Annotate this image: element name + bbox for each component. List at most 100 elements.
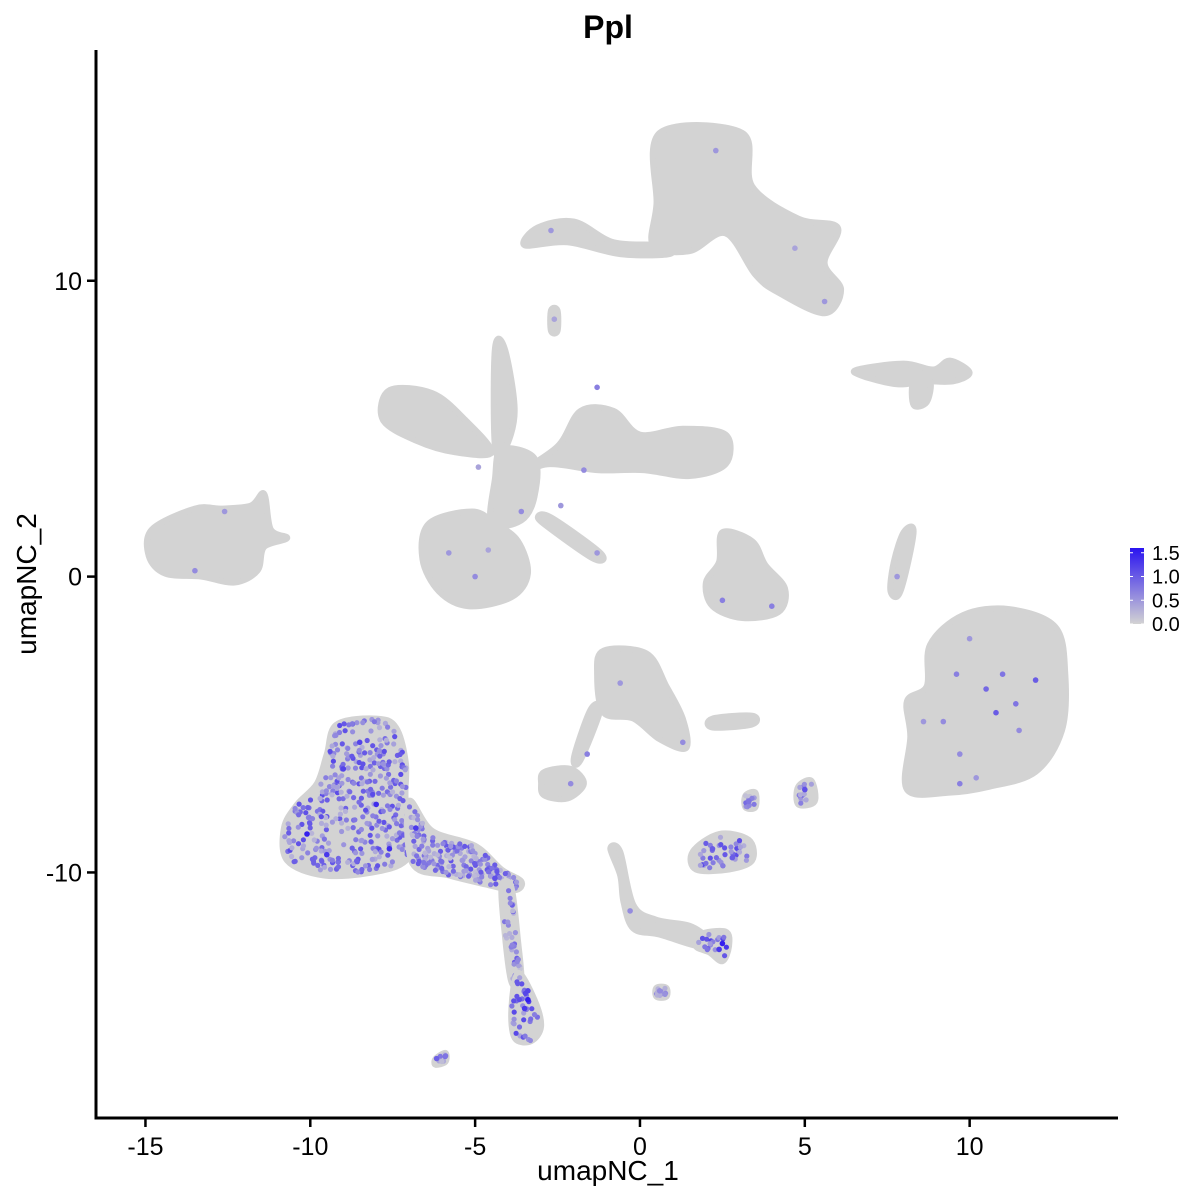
x-axis-title: umapNC_1 — [537, 1155, 679, 1186]
cell-dot — [511, 1016, 517, 1022]
cell-dot — [337, 816, 343, 822]
cell-dot — [338, 789, 344, 795]
cell-dot — [371, 760, 377, 766]
cell-dot — [350, 825, 356, 831]
cell-dot — [411, 838, 417, 844]
cell-dot — [386, 759, 392, 765]
cell-dot — [509, 934, 515, 941]
cell-dot — [722, 852, 728, 858]
cell-dot — [339, 820, 345, 826]
cluster-body — [850, 357, 973, 388]
expressing-cell — [558, 502, 564, 509]
cell-dot — [319, 858, 325, 864]
cluster-right-stick — [887, 523, 917, 601]
cell-dot — [354, 720, 360, 726]
cell-dot — [751, 801, 757, 807]
cell-dot — [391, 741, 397, 747]
cell-dot — [723, 944, 730, 950]
cell-dot — [356, 747, 362, 754]
cluster-center-mid-small — [537, 765, 587, 803]
cell-dot — [521, 1017, 527, 1023]
cell-dot — [415, 817, 421, 823]
cell-dot — [412, 809, 418, 815]
cell-dot — [321, 864, 328, 870]
cell-dot — [339, 828, 345, 835]
cell-dot — [531, 1012, 538, 1018]
cell-dot — [468, 866, 474, 872]
cell-dot — [360, 761, 366, 767]
cell-dot — [420, 836, 426, 842]
cell-dot — [360, 814, 366, 820]
cluster-body — [570, 700, 604, 768]
y-tick-label: -10 — [46, 859, 82, 887]
cell-dot — [299, 855, 305, 861]
cell-dot — [289, 853, 295, 860]
cluster-body — [704, 712, 760, 731]
cell-dot — [511, 1009, 517, 1015]
x-tick-label: 0 — [633, 1133, 647, 1161]
cell-dot — [522, 1033, 528, 1039]
cluster-body — [511, 404, 734, 480]
cell-dot — [343, 817, 349, 823]
cell-dot — [330, 763, 336, 769]
x-tick-label: 5 — [798, 1133, 812, 1161]
cell-dot — [349, 721, 355, 727]
cell-dot — [443, 869, 449, 876]
cell-dot — [736, 838, 743, 844]
cell-dot — [519, 981, 525, 987]
expressing-cell — [446, 550, 452, 556]
cell-dot — [377, 737, 383, 743]
cell-dot — [364, 737, 370, 744]
cluster-center-upper-stalk — [490, 335, 518, 460]
cell-dot — [364, 820, 370, 826]
cell-dot — [334, 784, 341, 790]
cell-dot — [342, 808, 349, 815]
expressing-cell — [548, 227, 554, 234]
cell-dot — [367, 771, 373, 777]
cell-dot — [463, 868, 469, 874]
cell-dot — [716, 935, 722, 941]
cluster-top-right-large — [648, 122, 845, 317]
cell-dot — [353, 741, 359, 747]
cell-dot — [521, 1010, 527, 1016]
cluster-body — [537, 765, 587, 803]
cell-dot — [697, 862, 704, 868]
cell-dot — [801, 781, 808, 787]
expressing-cell — [973, 775, 979, 781]
cell-dot — [335, 855, 341, 861]
cell-dot — [434, 852, 441, 858]
cell-dot — [295, 824, 301, 830]
expressing-cell — [983, 686, 989, 692]
expressing-cell — [356, 739, 363, 746]
cell-dot — [323, 788, 329, 794]
cell-dot — [372, 778, 378, 784]
cell-dot — [703, 840, 709, 847]
cell-dot — [457, 872, 463, 878]
cell-dot — [317, 795, 323, 802]
expressing-cell — [617, 680, 623, 686]
expressing-cell — [324, 851, 330, 858]
cell-dot — [317, 867, 323, 873]
cell-dot — [360, 720, 366, 726]
cell-dot — [376, 748, 383, 754]
cell-dot — [350, 729, 356, 735]
cell-dot — [296, 801, 302, 807]
cluster-center-mid-strip — [704, 712, 760, 731]
cell-dot — [463, 864, 469, 870]
cell-dot — [446, 864, 452, 870]
cell-dot — [488, 882, 494, 888]
cell-dot — [328, 775, 334, 781]
cell-dot — [459, 857, 465, 864]
cluster-body — [490, 335, 518, 460]
cell-dot — [478, 869, 484, 875]
cell-dot — [336, 796, 342, 802]
cell-dot — [496, 874, 503, 881]
expressing-cell — [627, 908, 633, 914]
cell-dot — [400, 798, 406, 804]
cell-dot — [318, 814, 324, 820]
expressing-cell — [792, 245, 798, 251]
expressing-cell — [802, 786, 808, 793]
cell-dot — [415, 861, 421, 867]
cluster-top-bridge — [520, 217, 676, 259]
expressing-cell — [709, 846, 716, 852]
